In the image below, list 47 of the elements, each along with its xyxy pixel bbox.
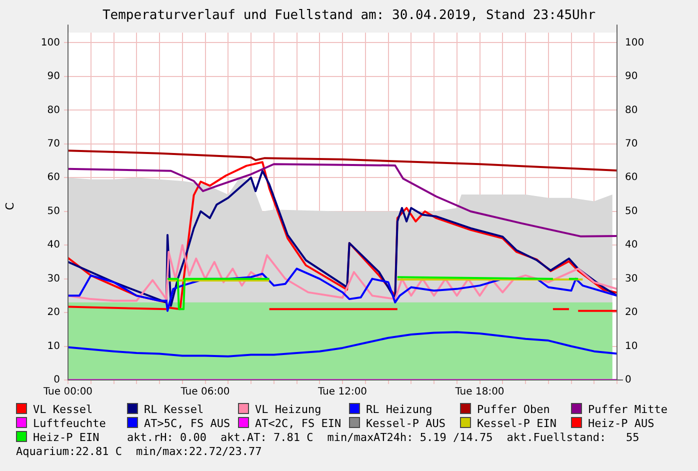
text: min/max:22.72/23.77 [136,445,262,459]
legend-label: RL Kessel [143,403,205,417]
y2-tick-label: 70 [625,138,638,150]
legend-label: RL Heizung [365,403,434,417]
text: akt.Fuellstand: 55 [506,431,640,445]
y-tick-label: 80 [47,104,60,116]
y-tick-label: 50 [47,206,60,217]
x-tick-label: Tue 18:00 [454,386,504,398]
y-tick-label: 0 [54,374,60,386]
y2-tick-label: 40 [625,240,638,251]
x-tick-label: Tue 06:00 [180,386,230,398]
legend-label: Luftfeuchte [32,417,107,431]
legend-label: VL Heizung [254,403,322,417]
legend-label: Kessel-P AUS [365,417,446,431]
legend-label: AT<2C, FS EIN [254,417,342,431]
y-axis-title: C [3,202,16,210]
y2-tick-label: 90 [625,71,638,82]
legend-label: Heiz-P AUS [587,417,656,431]
legend-label: VL Kessel [32,403,94,417]
y-tick-label: 90 [47,71,60,82]
text: akt.rH: 0.00 [127,431,206,445]
legend-label: AT>5C, FS AUS [143,417,232,431]
y2-tick-label: 80 [625,104,638,116]
y-tick-label: 60 [47,172,60,184]
legend-label: Heiz-P EIN [32,431,100,445]
legend-label: Kessel-P EIN [476,417,558,431]
text: min/maxAT24h: 5.19 /14.75 [327,431,493,445]
y2-tick-label: 30 [625,273,638,284]
y2-tick-label: 10 [625,340,638,352]
text: akt.AT: 7.81 C [220,431,314,445]
y2-tick-label: 60 [625,172,638,184]
y-tick-label: 40 [47,240,60,251]
y-tick-label: 20 [47,307,60,318]
legend-label: Puffer Mitte [587,403,668,417]
y2-tick-label: 0 [625,374,632,386]
legend-label: Puffer Oben [476,403,551,417]
chart-title: Temperaturverlauf und Fuellstand am: 30.04.2019, Stand 23:45Uhr [102,8,596,24]
y-tick-label: 100 [40,37,60,48]
y2-tick-label: 100 [625,37,644,48]
y-tick-label: 10 [47,340,60,352]
y2-tick-label: 50 [625,206,638,217]
x-tick-label: Tue 12:00 [316,386,368,398]
y2-tick-label: 20 [625,307,638,318]
y-tick-label: 30 [47,273,60,284]
x-tick-label: Tue 00:00 [42,386,93,398]
text: Aquarium:22.81 C [16,445,122,459]
y-tick-label: 70 [47,138,60,150]
